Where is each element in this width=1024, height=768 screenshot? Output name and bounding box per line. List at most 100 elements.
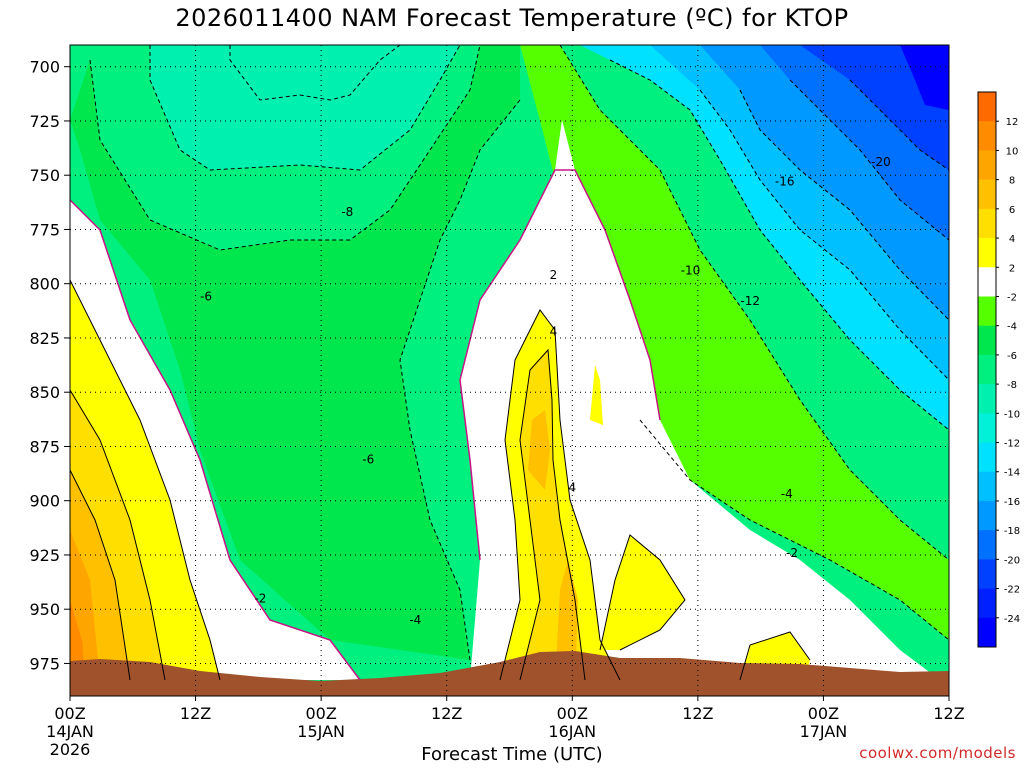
contour-solid <box>70 389 166 681</box>
contour-label: -8 <box>341 205 353 219</box>
colorbar-label: 8 <box>1009 176 1015 187</box>
colorbar-label: -20 <box>1004 555 1020 566</box>
colorbar-swatch <box>978 92 996 122</box>
contour-label: -6 <box>362 452 374 466</box>
contour-label: -4 <box>409 613 421 627</box>
colorbar-swatch <box>978 442 996 473</box>
colorbar-label: -2 <box>1007 292 1017 303</box>
colorbar-swatch <box>978 559 996 590</box>
y-tick-label: 700 <box>29 58 60 77</box>
colorbar-swatch <box>978 588 996 619</box>
credit-text: coolwx.com/models <box>859 744 1016 762</box>
contour-label: 2 <box>550 268 558 282</box>
x-tick-label: 00Z <box>305 704 336 723</box>
y-tick-label: 875 <box>29 437 60 456</box>
contour-labels: -8 -6 -6 -4 -2 2 4 4 -10 -12 -16 -20 -4 -2 <box>200 155 891 627</box>
fill-amber-center-upper <box>528 410 550 490</box>
y-tick-label: 825 <box>29 329 60 348</box>
ground-terrain <box>70 651 949 696</box>
colorbar-swatch <box>978 121 996 151</box>
colorbar-label: 12 <box>1006 117 1019 128</box>
colorbar-swatch <box>978 384 996 414</box>
y-tick-label: 925 <box>29 546 60 565</box>
fill-teal-band <box>150 45 460 170</box>
colorbar-swatch <box>978 267 996 297</box>
x-tick-label: 12Z <box>933 704 964 723</box>
contour-solid <box>70 469 131 681</box>
x-tick-date: 15JAN <box>297 722 345 741</box>
colorbar-label: 6 <box>1009 205 1015 216</box>
contour-zero-magenta <box>70 199 361 681</box>
contour-label: 4 <box>550 324 558 338</box>
fill-darkest-blue-zone <box>800 45 949 170</box>
contour-label: -10 <box>681 264 701 278</box>
y-tick-label: 800 <box>29 275 60 294</box>
colorbar-swatch <box>978 500 996 531</box>
contour-solid <box>499 309 621 681</box>
contour-label: 4 <box>568 481 576 495</box>
x-tick-label: 00Z <box>54 704 85 723</box>
contour-solid <box>70 279 221 681</box>
contour-dashed <box>849 79 949 171</box>
temperature-fill-layer <box>70 45 949 696</box>
colorbar-label: 2 <box>1009 263 1015 274</box>
contour-dashed <box>149 45 461 171</box>
colorbar: 12 10 8 6 4 2 -2 -4 -6 -8 -10 -12 -14 -16 -18 -20 -22 -24 <box>977 91 1020 648</box>
x-tick-date: 14JAN <box>46 722 94 741</box>
x-tick-year: 2026 <box>50 740 91 759</box>
plot-frame <box>69 44 950 697</box>
fill-navy-tip <box>900 45 949 110</box>
contour-label: -16 <box>775 175 795 189</box>
fill-darkorange-left <box>70 600 85 680</box>
colorbar-swatch <box>978 413 996 444</box>
colorbar-swatch <box>978 325 996 356</box>
colorbar-swatch <box>978 530 996 560</box>
x-axis-title: Forecast Time (UTC) <box>421 744 603 765</box>
contour-label: -20 <box>871 155 891 169</box>
colorbar-label: -24 <box>1004 614 1020 625</box>
contour-zero-magenta <box>459 169 661 561</box>
colorbar-swatch <box>978 179 996 210</box>
contour-dashed <box>559 45 949 561</box>
colorbar-label: -18 <box>1004 526 1020 537</box>
colorbar-label: -22 <box>1004 585 1020 596</box>
contour-label: -12 <box>740 294 760 308</box>
colorbar-label: 4 <box>1009 234 1015 245</box>
x-tick-label: 12Z <box>682 704 713 723</box>
chart-title: 2026011400 NAM Forecast Temperature (ºC)… <box>175 4 849 32</box>
contour-label: -2 <box>786 546 798 560</box>
colorbar-label: -8 <box>1007 380 1017 391</box>
y-tick-label: 750 <box>29 166 60 185</box>
colorbar-frame <box>977 91 997 648</box>
y-tick-label: 725 <box>29 112 60 131</box>
colorbar-swatch <box>978 354 996 385</box>
colorbar-label: -6 <box>1007 351 1017 362</box>
contour-dashed <box>739 89 949 321</box>
colorbar-swatch <box>978 238 996 268</box>
colorbar-swatch <box>978 208 996 239</box>
colorbar-label: -10 <box>1004 409 1020 420</box>
x-tick-label: 00Z <box>557 704 588 723</box>
contour-solid <box>519 348 586 681</box>
contour-label: -2 <box>254 591 266 605</box>
fill-bright-green-ridge <box>520 45 949 640</box>
fill-yellow-small-patch <box>590 365 603 425</box>
x-tick-label: 00Z <box>808 704 839 723</box>
colorbar-label: 10 <box>1006 146 1019 157</box>
y-tick-label: 850 <box>29 383 60 402</box>
fill-yellow-right-patch <box>600 535 685 650</box>
contour-dashed <box>789 79 949 241</box>
contour-label: -4 <box>781 487 793 501</box>
y-tick-label: 950 <box>29 600 60 619</box>
x-tick-label: 12Z <box>431 704 462 723</box>
contour-dashed <box>89 45 481 251</box>
x-tick-date: 17JAN <box>800 722 848 741</box>
colorbar-label: -12 <box>1004 439 1020 450</box>
y-tick-label: 975 <box>29 654 60 673</box>
contour-dashed <box>639 419 949 641</box>
y-axis: 700 725 750 775 800 825 850 875 900 925 950 975 <box>29 58 70 673</box>
y-tick-label: 900 <box>29 492 60 511</box>
colorbar-label: -4 <box>1007 322 1017 333</box>
